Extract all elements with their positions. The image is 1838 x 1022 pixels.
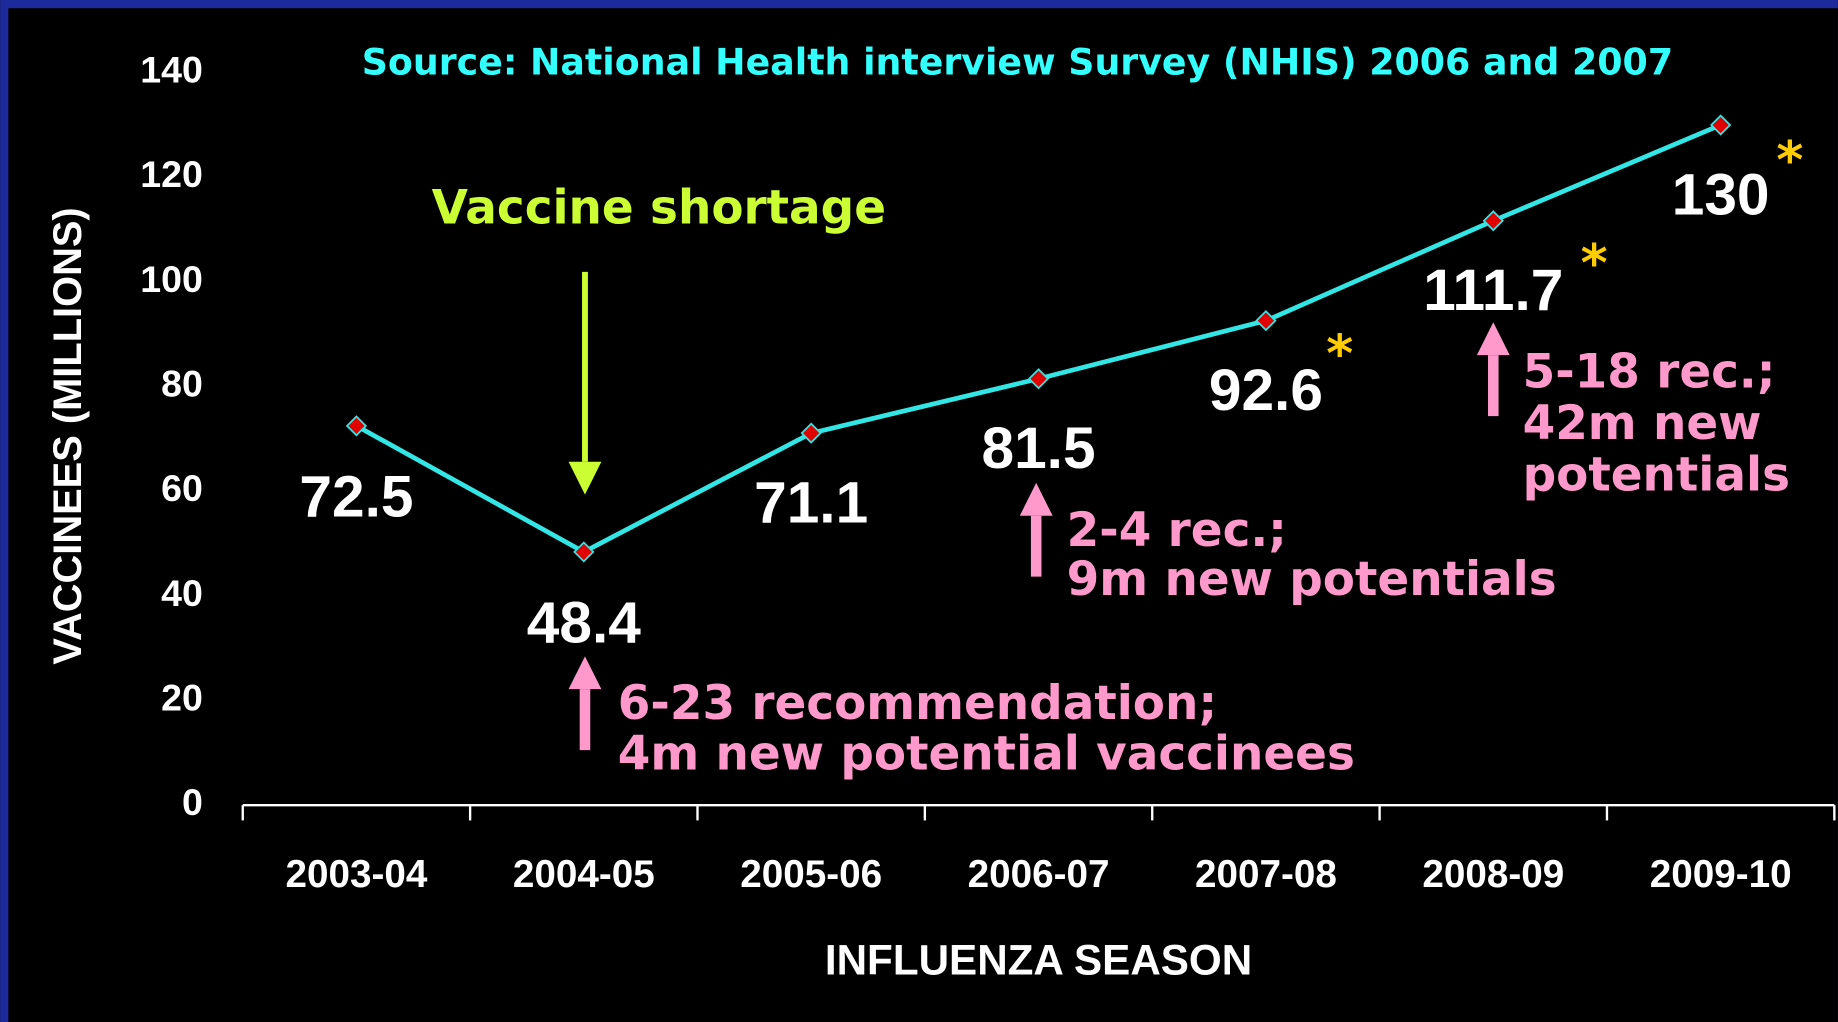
data-label: 130: [1672, 162, 1770, 227]
y-tick-label: 120: [140, 153, 203, 195]
y-tick-label: 0: [182, 781, 203, 823]
data-label: 92.6: [1209, 358, 1323, 423]
y-tick-label: 60: [161, 467, 203, 509]
marker: [1482, 210, 1504, 232]
annotation: 6-23 recommendation;: [618, 676, 1217, 731]
subtitle: Source: National Health interview Survey…: [362, 40, 1673, 83]
y-tick-label: 20: [161, 676, 203, 718]
marker: [1027, 368, 1050, 390]
rec-arrow-head: [568, 656, 602, 690]
x-tick-label: 2004-05: [513, 853, 655, 896]
x-tick-label: 2007-08: [1195, 853, 1337, 896]
data-label: 72.5: [299, 464, 413, 529]
shortage-arrow-head: [568, 461, 602, 495]
x-tick-label: 2005-06: [740, 853, 882, 896]
y-axis-label: VACCINEES (MILLIONS): [46, 207, 90, 664]
annotation: 4m new potential vaccinees: [618, 727, 1355, 782]
y-tick-label: 80: [161, 363, 203, 405]
annotation: potentials: [1523, 448, 1790, 503]
x-tick-label: 2009-10: [1650, 853, 1792, 896]
data-label: 81.5: [982, 416, 1096, 481]
data-label: 48.4: [527, 590, 641, 655]
x-axis-label: INFLUENZA SEASON: [825, 937, 1252, 984]
annotation: *: [1581, 234, 1608, 294]
y-tick-label: 100: [140, 258, 203, 300]
x-tick-label: 2006-07: [968, 853, 1110, 896]
y-tick-label: 140: [140, 49, 203, 91]
marker: [1710, 114, 1732, 136]
background: [8, 8, 1838, 1022]
annotation: 2-4 rec.;: [1067, 503, 1287, 558]
marker: [1255, 310, 1277, 332]
x-tick-label: 2008-09: [1422, 853, 1564, 896]
marker: [800, 422, 822, 444]
annotation: Vaccine shortage: [432, 180, 886, 235]
marker: [573, 541, 595, 563]
x-tick-label: 2003-04: [285, 853, 427, 896]
annotation: *: [1326, 324, 1353, 384]
data-label: 111.7: [1423, 258, 1563, 323]
annotation: *: [1776, 131, 1803, 191]
data-label: 71.1: [754, 470, 868, 535]
annotation: 5-18 rec.;: [1523, 345, 1776, 400]
rec-arrow-head: [1019, 482, 1053, 516]
annotation: 9m new potentials: [1067, 552, 1557, 607]
rec-arrow-head: [1476, 322, 1510, 356]
y-tick-label: 40: [161, 572, 203, 614]
annotation: 42m new: [1523, 396, 1762, 451]
marker: [345, 415, 368, 437]
